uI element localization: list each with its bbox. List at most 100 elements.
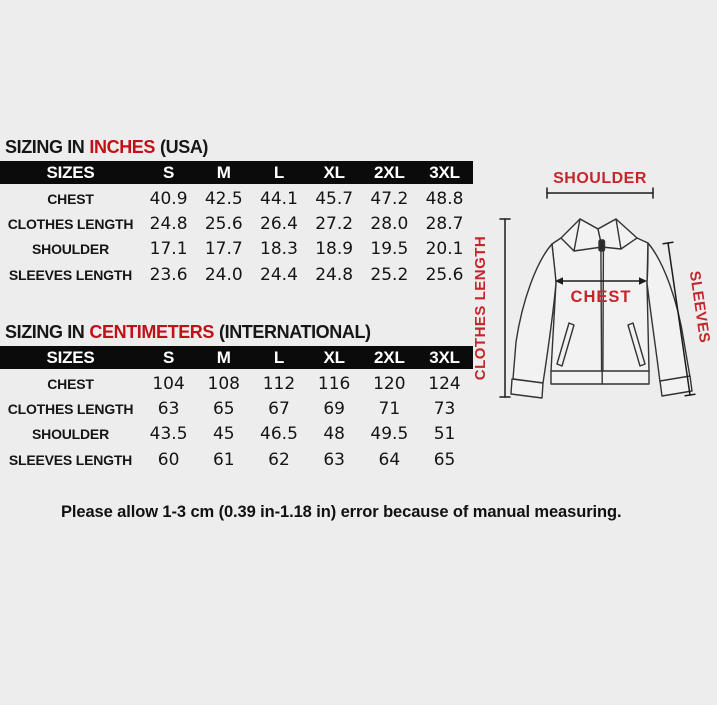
size-value: 112 bbox=[262, 373, 296, 394]
table-row: CLOTHES LENGTH 24.8 25.6 26.4 27.2 28.0 … bbox=[0, 211, 473, 236]
sleeves-measure-tick bbox=[684, 393, 696, 397]
size-value: 20.1 bbox=[425, 239, 464, 260]
size-value: 45 bbox=[212, 424, 235, 445]
column-header-2xl: 2XL bbox=[374, 347, 405, 367]
jacket-pocket-left bbox=[556, 322, 575, 367]
column-header-l: L bbox=[273, 162, 285, 182]
size-value: 24.8 bbox=[149, 214, 188, 235]
size-value: 27.2 bbox=[315, 214, 354, 235]
jacket-diagram: SHOULDER CLOTHES LENGTH CHEST SLEEVES bbox=[472, 170, 713, 399]
size-value: 49.5 bbox=[370, 424, 409, 445]
size-value: 24.4 bbox=[260, 264, 298, 285]
column-header-3xl: 3XL bbox=[429, 347, 460, 367]
size-value: 42.5 bbox=[204, 188, 243, 209]
size-value: 51 bbox=[433, 424, 456, 445]
jacket-zipper-line-left bbox=[600, 248, 603, 372]
size-value: 44.1 bbox=[260, 188, 298, 209]
clothes-length-label: CLOTHES LENGTH bbox=[472, 236, 489, 381]
size-value: 17.1 bbox=[149, 239, 188, 260]
measuring-error-note: Please allow 1-3 cm (0.39 in-1.18 in) er… bbox=[61, 503, 622, 521]
table-row: CHEST 40.9 42.5 44.1 45.7 47.2 48.8 bbox=[0, 186, 473, 211]
column-header-xl: XL bbox=[323, 347, 345, 367]
row-label: CLOTHES LENGTH bbox=[7, 216, 134, 233]
size-value: 65 bbox=[212, 399, 235, 420]
size-value: 28.7 bbox=[425, 214, 464, 235]
jacket-zipper-pull bbox=[598, 239, 606, 252]
row-label: SHOULDER bbox=[32, 241, 109, 258]
column-header-xl: XL bbox=[323, 162, 345, 182]
cm-title-prefix: SIZING IN bbox=[5, 322, 85, 342]
table-row: SHOULDER 17.1 17.7 18.3 18.9 19.5 20.1 bbox=[0, 237, 473, 262]
row-label: SLEEVES LENGTH bbox=[8, 266, 133, 283]
row-label: SLEEVES LENGTH bbox=[8, 451, 133, 468]
inches-title-prefix: SIZING IN bbox=[5, 137, 85, 157]
column-header-l: L bbox=[273, 347, 285, 367]
size-value: 61 bbox=[212, 449, 235, 470]
inches-title: SIZING IN INCHES (USA) bbox=[5, 137, 208, 158]
jacket-collar-seam-right bbox=[620, 237, 638, 250]
size-value: 25.2 bbox=[370, 264, 409, 285]
size-value: 65 bbox=[433, 449, 456, 470]
column-header-s: S bbox=[163, 162, 175, 182]
size-value: 60 bbox=[157, 449, 180, 470]
size-value: 73 bbox=[433, 399, 456, 420]
row-label: CLOTHES LENGTH bbox=[7, 401, 134, 418]
jacket-cuff-right bbox=[659, 375, 693, 397]
size-value: 43.5 bbox=[149, 424, 188, 445]
row-label: SHOULDER bbox=[32, 426, 109, 443]
chest-arrowhead-right bbox=[639, 277, 647, 285]
size-value: 24.8 bbox=[315, 264, 354, 285]
column-header-m: M bbox=[216, 162, 231, 182]
jacket-sleeve-left bbox=[512, 243, 557, 384]
cm-title-unit: CENTIMETERS bbox=[89, 322, 215, 342]
table-row: SLEEVES LENGTH 23.6 24.0 24.4 24.8 25.2 … bbox=[0, 262, 473, 287]
size-value: 45.7 bbox=[315, 188, 354, 209]
size-value: 19.5 bbox=[370, 239, 409, 260]
size-value: 48 bbox=[323, 424, 345, 445]
table-row: CLOTHES LENGTH 63 65 67 69 71 73 bbox=[0, 396, 473, 421]
table-header-row: SIZES S M L XL 2XL 3XL bbox=[0, 346, 473, 369]
column-header-sizes: SIZES bbox=[46, 347, 95, 367]
size-value: 48.8 bbox=[425, 188, 464, 209]
jacket-pocket-right bbox=[627, 322, 646, 367]
size-value: 124 bbox=[428, 373, 461, 394]
jacket-sleeve-right bbox=[646, 242, 691, 383]
size-value: 40.9 bbox=[149, 188, 188, 209]
inches-title-unit: INCHES bbox=[89, 137, 156, 157]
column-header-m: M bbox=[216, 347, 231, 367]
size-value: 108 bbox=[207, 373, 240, 394]
sleeves-measure-tick bbox=[662, 241, 674, 245]
cm-title-suffix: (INTERNATIONAL) bbox=[219, 322, 371, 342]
size-value: 63 bbox=[157, 399, 180, 420]
size-value: 47.2 bbox=[370, 188, 409, 209]
size-value: 104 bbox=[152, 373, 185, 394]
size-value: 116 bbox=[317, 373, 351, 394]
size-value: 46.5 bbox=[260, 424, 298, 445]
table-row: SLEEVES LENGTH 60 61 62 63 64 65 bbox=[0, 447, 473, 472]
size-value: 28.0 bbox=[370, 214, 409, 235]
size-value: 71 bbox=[378, 399, 401, 420]
sleeves-label: SLEEVES bbox=[686, 270, 713, 344]
table-row: SHOULDER 43.5 45 46.5 48 49.5 51 bbox=[0, 422, 473, 447]
column-header-3xl: 3XL bbox=[429, 162, 460, 182]
jacket-collar-seam-left bbox=[560, 237, 575, 252]
size-value: 63 bbox=[323, 449, 345, 470]
jacket-cuff-left bbox=[510, 378, 544, 399]
size-value: 18.3 bbox=[260, 239, 298, 260]
sleeves-measure-line bbox=[667, 242, 691, 396]
centimeters-title: SIZING IN CENTIMETERS (INTERNATIONAL) bbox=[5, 322, 371, 343]
jacket-zipper-line-right bbox=[602, 248, 605, 372]
size-value: 25.6 bbox=[204, 214, 243, 235]
column-header-2xl: 2XL bbox=[374, 162, 405, 182]
table-header-row: SIZES S M L XL 2XL 3XL bbox=[0, 161, 473, 184]
column-header-sizes: SIZES bbox=[46, 162, 95, 182]
size-value: 26.4 bbox=[260, 214, 298, 235]
sizes-table-inches: SIZES S M L XL 2XL 3XL CHEST 40.9 42.5 4… bbox=[0, 161, 473, 288]
column-header-s: S bbox=[163, 347, 175, 367]
chest-label: CHEST bbox=[571, 288, 632, 306]
shoulder-label: SHOULDER bbox=[553, 170, 647, 187]
size-value: 120 bbox=[373, 373, 406, 394]
row-label: CHEST bbox=[47, 375, 94, 392]
size-value: 17.7 bbox=[204, 239, 243, 260]
sizes-table-cm: SIZES S M L XL 2XL 3XL CHEST 104 108 112… bbox=[0, 346, 473, 473]
